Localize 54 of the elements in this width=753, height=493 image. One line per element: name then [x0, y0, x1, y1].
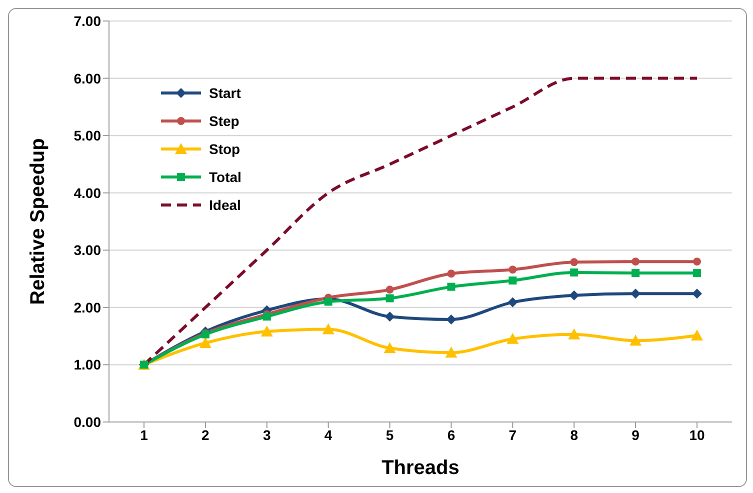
point [386, 294, 394, 302]
x-tick-label: 5 [386, 426, 394, 443]
point [324, 298, 332, 306]
point [569, 290, 580, 300]
point [445, 346, 458, 358]
y-axis-title: Relative Speedup [27, 138, 50, 305]
point [446, 314, 456, 324]
point [632, 258, 640, 266]
point [570, 268, 578, 276]
point [260, 325, 273, 336]
point [508, 266, 517, 274]
legend-label: Total [209, 169, 242, 185]
point [568, 328, 580, 340]
x-tick-label: 8 [570, 426, 578, 443]
point [262, 312, 271, 321]
point [570, 258, 578, 266]
point [693, 269, 701, 278]
y-tick-label: 4.00 [74, 184, 102, 201]
x-tick-label: 6 [447, 426, 456, 443]
x-tick-label: 9 [632, 426, 640, 443]
x-tick-label: 7 [508, 426, 517, 443]
point [506, 332, 519, 344]
y-tick-label: 2.00 [74, 299, 102, 316]
point [692, 288, 702, 299]
y-tick-label: 5.00 [74, 128, 102, 144]
point [447, 282, 456, 291]
y-tick-label: 7.00 [74, 12, 102, 29]
y-tick-label: 6.00 [74, 70, 102, 86]
x-axis-title: Threads [382, 457, 460, 479]
legend-label: Stop [209, 141, 240, 157]
point [199, 336, 212, 348]
point [630, 334, 642, 346]
y-tick-label: 0.00 [74, 414, 102, 430]
point [508, 297, 518, 308]
x-tick-label: 2 [202, 426, 210, 443]
legend-label: Start [209, 85, 241, 101]
point [384, 312, 395, 322]
point [508, 276, 517, 285]
point [386, 286, 394, 294]
point [447, 270, 456, 278]
legend-label: Step [209, 113, 240, 129]
point [384, 342, 396, 354]
x-tick-label: 3 [262, 426, 271, 443]
point [630, 288, 641, 299]
x-tick-label: 10 [689, 426, 705, 443]
point [322, 323, 334, 334]
x-tick-label: 4 [324, 426, 332, 443]
y-tick-label: 1.00 [74, 356, 102, 373]
point [693, 258, 701, 266]
x-tick-label: 1 [140, 426, 148, 443]
legend-label: Ideal [209, 197, 241, 213]
y-tick-label: 3.00 [74, 242, 102, 258]
point [632, 269, 640, 278]
point [691, 330, 703, 340]
